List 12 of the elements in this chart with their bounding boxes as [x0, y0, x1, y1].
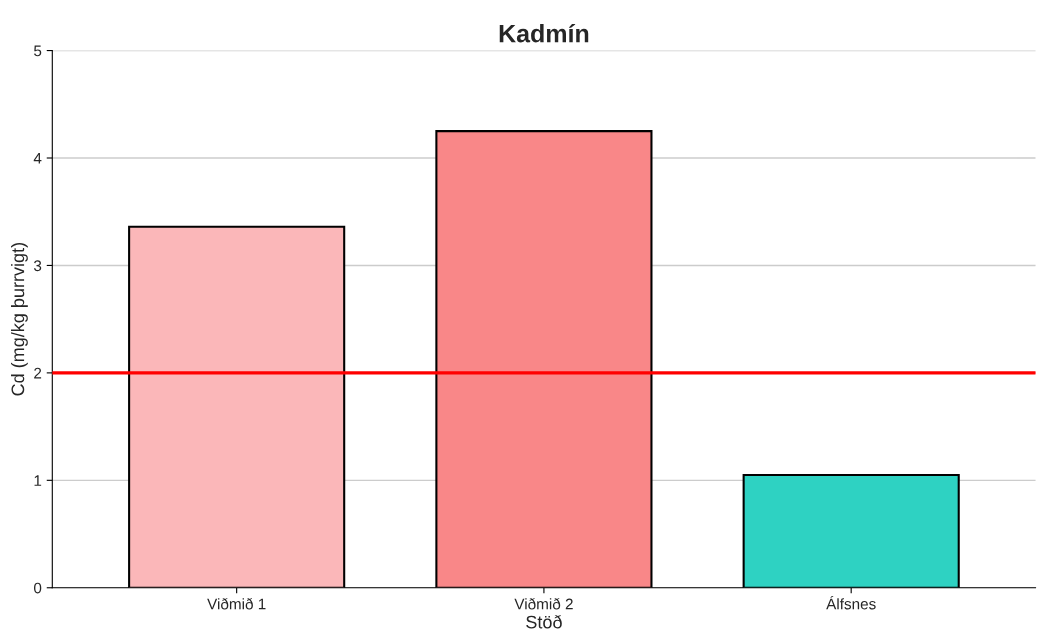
y-tick-label: 3	[33, 260, 42, 272]
chart-title: Kadmín	[499, 23, 589, 43]
y-tick-label: 4	[33, 153, 42, 164]
x-axis-title: Stöð	[526, 614, 562, 629]
y-tick-label: 0	[33, 582, 42, 594]
y-tick-label: 1	[34, 475, 42, 486]
y-axis-title: Cd (mg/kg þurrvigt)	[11, 243, 28, 396]
x-tick-label: Viðmið 2	[514, 597, 573, 610]
x-tick-label: Álfsnes	[826, 596, 876, 610]
x-tick-label: Viðmið 1	[207, 597, 266, 610]
y-tick-label: 5	[34, 45, 42, 57]
y-tick-label: 2	[34, 367, 42, 379]
